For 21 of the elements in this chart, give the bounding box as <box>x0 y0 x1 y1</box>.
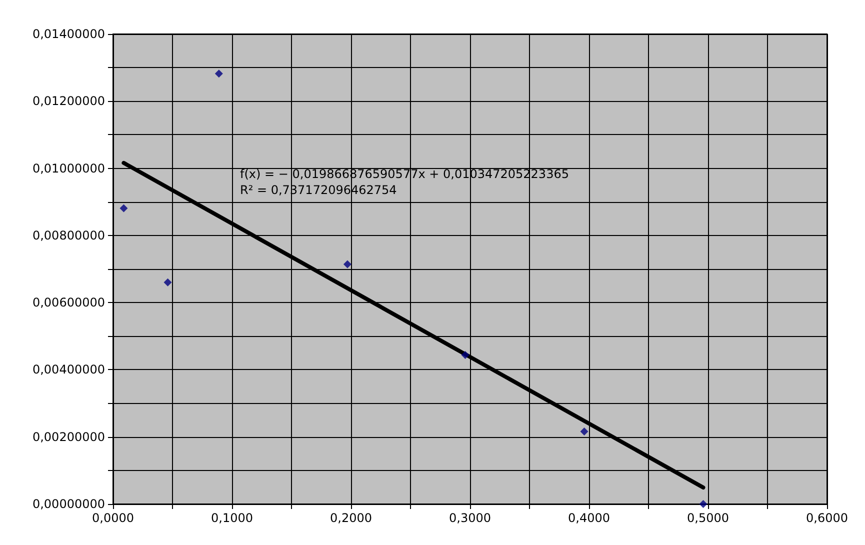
x-tick-label: 0,2000 <box>330 511 372 525</box>
x-tick-label: 0,0000 <box>92 511 134 525</box>
point <box>580 427 588 436</box>
y-tick-label: 0,00200000 <box>32 430 105 444</box>
y-tick-label: 0,01400000 <box>32 27 105 41</box>
point <box>343 260 352 268</box>
point <box>461 350 470 359</box>
x-tick-label: 0,5000 <box>687 511 729 525</box>
x-tick-label: 0,1000 <box>211 511 253 525</box>
x-tick-label: 0,4000 <box>568 511 610 525</box>
y-tick-label: 0,00000000 <box>32 497 105 511</box>
y-tick-label: 0,01200000 <box>32 94 105 108</box>
point <box>164 278 172 286</box>
point <box>120 204 128 212</box>
point <box>214 70 223 78</box>
y-tick-label: 0,00600000 <box>32 296 105 310</box>
y-tick-label: 0,00800000 <box>32 228 105 242</box>
y-tick-label: 0,00400000 <box>32 362 105 377</box>
x-tick-label: 0,3000 <box>449 511 491 525</box>
x-tick-label: 0,6000 <box>806 511 848 525</box>
y-tick-label: 0,01000000 <box>32 161 105 176</box>
